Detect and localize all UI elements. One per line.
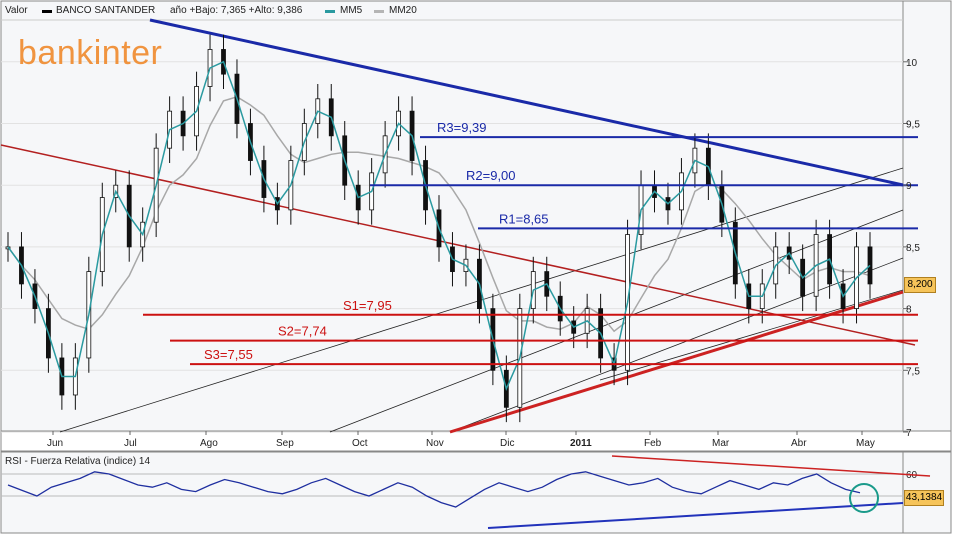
rsi-line: [7, 471, 861, 508]
xtick-label-Jun: Jun: [47, 438, 63, 449]
valor-label: Valor: [5, 5, 28, 16]
xtick-label-Mar: Mar: [712, 438, 730, 449]
mm5-legend: MM5: [340, 5, 363, 16]
level-label-R2=9,00: R2=9,00: [466, 168, 516, 183]
xtick-label-Sep: Sep: [276, 438, 294, 449]
xtick-label-2011: 2011: [570, 438, 592, 449]
instrument-name: BANCO SANTANDER: [56, 5, 156, 16]
xtick-label-May: May: [856, 438, 875, 449]
last-price-badge: 8,200: [904, 277, 936, 293]
mm20-line: [7, 95, 871, 333]
channel-line-3: [449, 257, 904, 433]
mm5-line: [7, 60, 871, 392]
year-stats: año +Bajo: 7,365 +Alto: 9,386: [170, 5, 303, 16]
ytick-label-7,5: 7,5: [906, 366, 920, 377]
xtick-label-Ago: Ago: [200, 438, 218, 449]
price-axis-panel: [902, 0, 952, 432]
xtick-label-Nov: Nov: [426, 438, 444, 449]
level-label-S2=7,74: S2=7,74: [278, 324, 327, 339]
level-label-R3=9,39: R3=9,39: [437, 120, 487, 135]
rsi-title: RSI - Fuerza Relativa (indice) 14: [5, 456, 151, 467]
rsi-red-trendline: [611, 455, 931, 477]
mm20-swatch: [374, 10, 384, 13]
mm20-legend: MM20: [389, 5, 417, 16]
rsi-blue-trendline: [487, 502, 904, 529]
bankinter-logo: bankinter: [18, 34, 163, 72]
xtick-label-Dic: Dic: [500, 438, 514, 449]
last-rsi-badge: 43,1384: [904, 490, 944, 506]
ytick-label-9,5: 9,5: [906, 120, 920, 131]
xtick-label-Abr: Abr: [791, 438, 807, 449]
level-label-S1=7,95: S1=7,95: [343, 298, 392, 313]
date-axis-panel: [0, 430, 952, 452]
ytick-label-9: 9: [906, 181, 912, 192]
price-panel: [0, 0, 904, 432]
xtick-label-Feb: Feb: [644, 438, 662, 449]
rsi-highlight-circle: [849, 483, 879, 513]
xtick-label-Jul: Jul: [124, 438, 137, 449]
mm5-swatch: [325, 10, 335, 13]
ytick-label-7: 7: [906, 428, 912, 439]
xtick-label-Oct: Oct: [352, 438, 368, 449]
ytick-label-10: 10: [906, 58, 918, 69]
price-swatch: [42, 10, 52, 13]
channel-line-2: [329, 209, 904, 433]
level-label-R1=8,65: R1=8,65: [499, 211, 549, 226]
ytick-label-8: 8: [906, 305, 912, 316]
ytick-label-8,5: 8,5: [906, 243, 920, 254]
blue-resistance-trendline: [149, 18, 904, 187]
level-label-S3=7,55: S3=7,55: [204, 347, 253, 362]
